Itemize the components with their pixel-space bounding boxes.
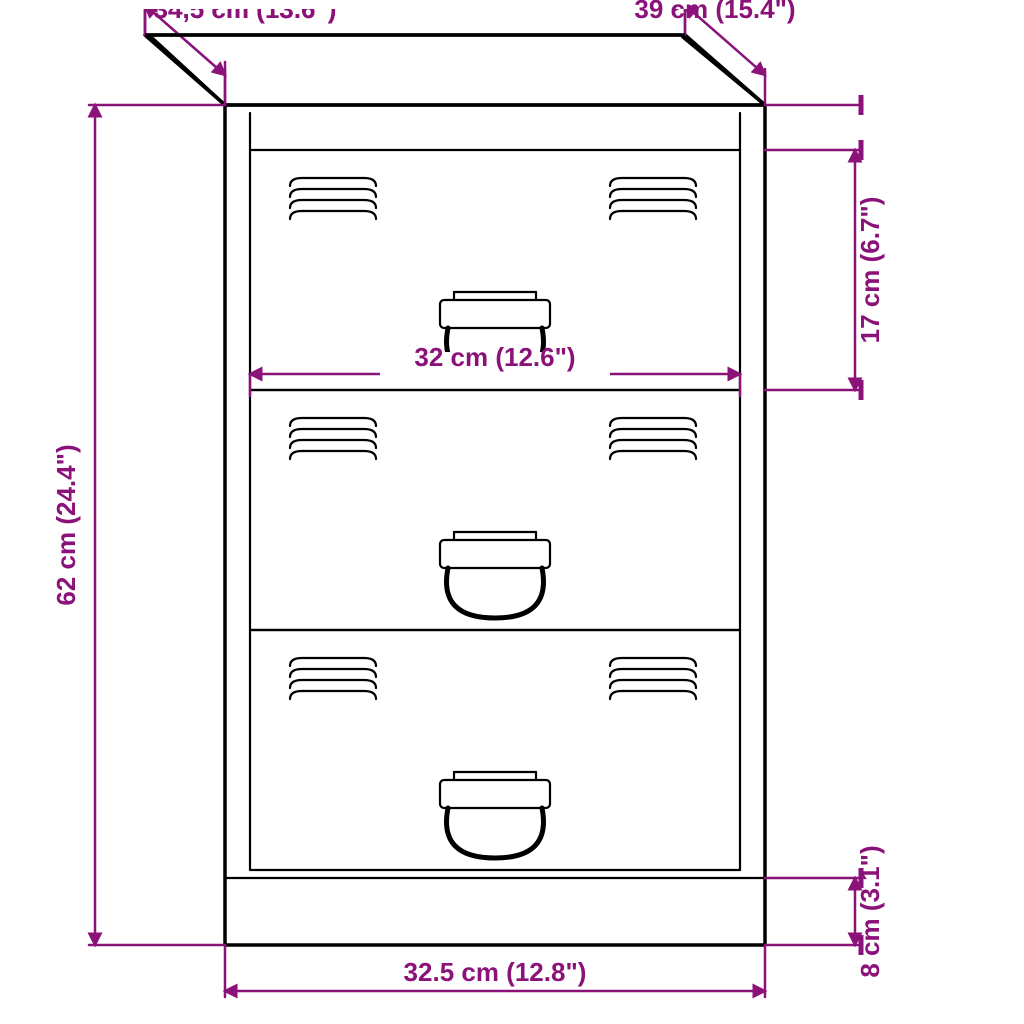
- dimension-label: 32 cm (12.6"): [414, 342, 575, 372]
- dimension-label: 39 cm (15.4"): [634, 0, 795, 24]
- dimension-label: 17 cm (6.7"): [855, 197, 885, 344]
- product-dimension-diagram: 34,5 cm (13.6")39 cm (15.4")34,5 cm (13.…: [0, 0, 1024, 1024]
- cabinet-lineart: [145, 35, 765, 945]
- dimension-label: 32.5 cm (12.8"): [404, 957, 587, 987]
- diagram-svg: 34,5 cm (13.6")39 cm (15.4")34,5 cm (13.…: [0, 0, 1024, 1024]
- dimension-label: 8 cm (3.1"): [855, 845, 885, 977]
- dimension-label: 62 cm (24.4"): [51, 444, 81, 605]
